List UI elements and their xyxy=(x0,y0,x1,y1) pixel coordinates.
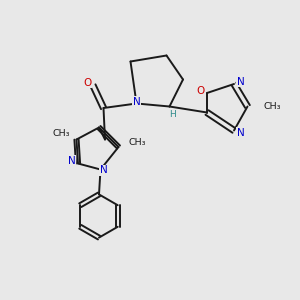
Text: N: N xyxy=(133,97,140,107)
Text: CH₃: CH₃ xyxy=(128,138,146,147)
Text: N: N xyxy=(68,155,75,166)
Text: N: N xyxy=(237,76,244,87)
Text: CH₃: CH₃ xyxy=(52,129,70,138)
Text: O: O xyxy=(83,77,91,88)
Text: CH₃: CH₃ xyxy=(264,102,281,111)
Text: N: N xyxy=(100,165,107,175)
Text: N: N xyxy=(237,128,244,138)
Text: O: O xyxy=(196,86,205,97)
Text: H: H xyxy=(169,110,176,119)
